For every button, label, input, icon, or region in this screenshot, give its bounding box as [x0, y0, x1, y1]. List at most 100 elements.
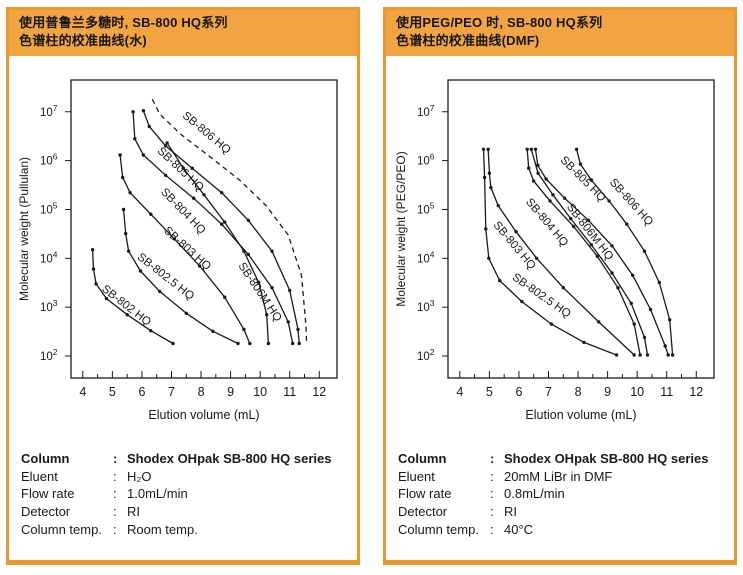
- svg-text:5: 5: [109, 385, 116, 399]
- info-row-detector: Detector: RI: [21, 503, 345, 521]
- svg-text:105: 105: [40, 201, 58, 217]
- curve-label-sb-802-hq: SB-802 HQ: [99, 283, 153, 329]
- info-colon: :: [490, 521, 494, 537]
- curve-label-sb-806-hq: SB-806 HQ: [180, 110, 233, 157]
- info-colon: :: [490, 468, 494, 484]
- panel-water-title: 使用普鲁兰多糖时, SB-800 HQ系列 色谱柱的校准曲线(水): [9, 10, 357, 57]
- info-row-flow-rate: Flow rate:0.8mL/min: [398, 485, 722, 503]
- svg-text:11: 11: [660, 385, 673, 399]
- info-row-eluent: Eluent: H₂O: [21, 468, 345, 486]
- info-colon: :: [490, 504, 494, 520]
- svg-text:6: 6: [138, 385, 145, 399]
- info-value: RI: [504, 504, 517, 520]
- curve-sb-806m-hq: [166, 142, 270, 344]
- info-row-column-temp: Column temp.:40°C: [398, 521, 722, 539]
- svg-text:107: 107: [417, 103, 435, 119]
- info-row-column: Column: Shodex OHpak SB-800 HQ series: [21, 450, 345, 468]
- svg-text:4: 4: [79, 385, 86, 399]
- info-value: H₂O: [127, 468, 152, 484]
- info-row-flow-rate: Flow rate:1.0mL/min: [21, 485, 345, 503]
- svg-text:5: 5: [486, 385, 493, 399]
- svg-text:8: 8: [575, 385, 582, 399]
- svg-text:9: 9: [227, 385, 234, 399]
- info-value: Shodex OHpak SB-800 HQ series: [127, 451, 332, 467]
- info-value: 20mM LiBr in DMF: [504, 468, 613, 484]
- svg-text:7: 7: [168, 385, 175, 399]
- info-label: Eluent: [21, 468, 58, 484]
- svg-text:Molecular weight (Pullulan): Molecular weight (Pullulan): [17, 157, 31, 301]
- info-colon: :: [113, 451, 118, 467]
- svg-text:106: 106: [40, 152, 58, 168]
- info-value: 1.0mL/min: [127, 486, 188, 502]
- curve-label-sb-804-hq: SB-804 HQ: [523, 197, 570, 250]
- info-label: Flow rate: [21, 486, 75, 502]
- info-label: Column temp.: [21, 521, 102, 537]
- panel-water-title-line2: 色谱柱的校准曲线(水): [19, 33, 147, 49]
- svg-text:Elution volume (mL): Elution volume (mL): [148, 408, 259, 422]
- info-label: Column: [21, 451, 70, 467]
- svg-text:11: 11: [283, 385, 296, 399]
- info-row-column-temp: Column temp.: Room temp.: [21, 521, 345, 539]
- info-value: Room temp.: [127, 521, 198, 537]
- svg-text:10: 10: [630, 385, 644, 399]
- svg-text:7: 7: [545, 385, 552, 399]
- svg-text:106: 106: [417, 152, 435, 168]
- conditions-table-dmf: Column: Shodex OHpak SB-800 HQ series Elu…: [398, 450, 722, 538]
- curve-label-sb-806-hq: SB-806 HQ: [607, 177, 655, 229]
- panel-dmf-title: 使用PEG/PEO 时, SB-800 HQ系列 色谱柱的校准曲线(DMF): [386, 10, 734, 57]
- info-colon: :: [113, 468, 117, 484]
- svg-text:107: 107: [40, 103, 58, 119]
- curve-sb-802-5-hq: [122, 209, 239, 345]
- curve-sb-806-hq: [151, 99, 308, 344]
- info-value: RI: [127, 504, 140, 520]
- svg-text:104: 104: [40, 250, 58, 266]
- info-colon: :: [113, 521, 117, 537]
- info-value: Shodex OHpak SB-800 HQ series: [504, 451, 709, 467]
- info-label: Detector: [398, 504, 448, 520]
- curve-sb-805-hq: [142, 110, 300, 344]
- panel-water: 使用普鲁兰多糖时, SB-800 HQ系列 色谱柱的校准曲线(水) 4 5 6 7 8 9…: [6, 7, 360, 565]
- calibration-chart-dmf: 4 5 6 7 8 9 10 11 12 102 103 104 105 106 107 Elution vo…: [394, 79, 715, 422]
- curve-label-sb-803-hq: SB-803 HQ: [491, 220, 538, 273]
- svg-text:8: 8: [198, 385, 205, 399]
- info-row-column: Column: Shodex OHpak SB-800 HQ series: [398, 450, 722, 468]
- svg-text:Elution volume (mL): Elution volume (mL): [525, 408, 636, 422]
- svg-text:6: 6: [515, 385, 522, 399]
- svg-text:105: 105: [417, 201, 435, 217]
- svg-text:104: 104: [417, 250, 435, 266]
- curve-label-sb-802-5-hq: SB-802.5 HQ: [135, 252, 196, 304]
- info-colon: :: [490, 486, 494, 502]
- curve-sb-805-hq: [534, 149, 669, 356]
- info-label: Flow rate: [398, 486, 452, 502]
- calibration-chart-water-wrap: 4 5 6 7 8 9 10 11 12 102 103 104 105 106 107 Elution vo…: [15, 68, 357, 424]
- info-label: Detector: [21, 504, 71, 520]
- curve-label-sb-803-hq: SB-803 HQ: [161, 225, 213, 273]
- svg-text:103: 103: [40, 299, 58, 315]
- info-colon: :: [113, 486, 117, 502]
- svg-text:102: 102: [40, 347, 58, 363]
- info-row-eluent: Eluent:20mM LiBr in DMF: [398, 468, 722, 486]
- calibration-chart-dmf-wrap: 4 5 6 7 8 9 10 11 12 102 103 104 105 106 107 Elution vo…: [392, 68, 734, 424]
- svg-text:102: 102: [417, 347, 435, 363]
- info-row-detector: Detector: RI: [398, 503, 722, 521]
- svg-text:103: 103: [417, 299, 435, 315]
- curve-label-sb-806m-hq: SB-806M HQ: [564, 202, 616, 263]
- svg-text:4: 4: [456, 385, 463, 399]
- calibration-chart-water: 4 5 6 7 8 9 10 11 12 102 103 104 105 106 107 Elution vo…: [17, 79, 338, 422]
- info-label: Eluent: [398, 468, 435, 484]
- info-colon: :: [113, 504, 117, 520]
- info-label: Column: [398, 451, 447, 467]
- svg-text:12: 12: [312, 385, 326, 399]
- panel-water-title-line1: 使用普鲁兰多糖时, SB-800 HQ系列: [19, 15, 228, 30]
- info-label: Column temp.: [398, 521, 479, 537]
- info-colon: :: [490, 451, 495, 467]
- panel-dmf-title-line1: 使用PEG/PEO 时, SB-800 HQ系列: [396, 15, 603, 30]
- conditions-table-water: Column: Shodex OHpak SB-800 HQ series Elu…: [21, 450, 345, 538]
- panel-dmf: 使用PEG/PEO 时, SB-800 HQ系列 色谱柱的校准曲线(DMF) 4…: [383, 7, 737, 565]
- svg-text:9: 9: [604, 385, 611, 399]
- info-value: 40°C: [504, 521, 534, 537]
- info-value: 0.8mL/min: [504, 486, 565, 502]
- svg-text:10: 10: [253, 385, 267, 399]
- curve-label-sb-802-5-hq: SB-802.5 HQ: [510, 272, 573, 321]
